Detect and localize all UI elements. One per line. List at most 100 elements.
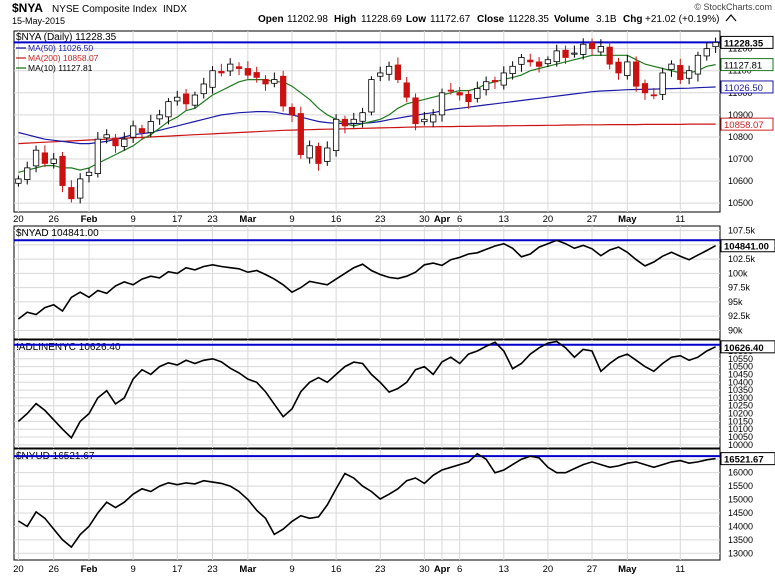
candle-body — [324, 147, 331, 162]
y-tick-label: 10450 — [728, 369, 753, 379]
x-tick-label: 27 — [587, 564, 598, 575]
high-label: High — [334, 14, 356, 25]
chevron-up-icon[interactable] — [725, 14, 737, 22]
candle-body — [280, 75, 287, 107]
candle-body — [385, 65, 393, 75]
x-tick-label: 20 — [13, 564, 24, 575]
x-tick-label: 13 — [498, 214, 509, 225]
header-name: NYSE Composite Index — [52, 4, 157, 15]
candle-body — [77, 178, 84, 199]
candle-body — [253, 72, 260, 78]
candle-body — [703, 48, 710, 57]
y-tick-label: 102.5k — [728, 254, 756, 264]
value-badge — [720, 340, 775, 354]
y-tick-label: 97.5k — [728, 283, 751, 293]
x-tick-label: Mar — [239, 564, 256, 575]
y-tick-label: 100k — [728, 268, 748, 278]
candle-body — [403, 82, 410, 98]
candle-body — [24, 167, 31, 180]
candle-body — [377, 72, 384, 77]
x-tick-label: 20 — [543, 214, 554, 225]
x-tick-label: 9 — [289, 564, 294, 575]
x-tick-label: 6 — [457, 564, 462, 575]
y-tick-label: 15000 — [728, 495, 753, 505]
y-tick-label: 15500 — [728, 481, 753, 491]
candle-body — [341, 118, 349, 127]
candle-body — [465, 93, 472, 103]
x-tick-label: 9 — [289, 214, 294, 225]
candle-body — [200, 83, 207, 95]
candle-body — [518, 57, 525, 65]
candle-body — [483, 81, 490, 91]
panel-0: 1050010600107001080010900110001110011200… — [13, 30, 774, 213]
candle-body — [262, 78, 269, 85]
y-tick-label: 10550 — [728, 354, 753, 364]
candle-body — [430, 114, 437, 123]
candle-body — [553, 50, 560, 63]
candle-body — [15, 178, 22, 184]
candle-body — [138, 128, 146, 133]
x-tick-label: 23 — [375, 214, 386, 225]
candle-body — [103, 134, 110, 139]
ma10-line — [18, 54, 716, 173]
value-badge-label: 10626.40 — [724, 343, 764, 354]
y-tick-label: 90k — [728, 325, 743, 335]
legend-entry: MA(10) 11127.81 — [28, 63, 93, 73]
candle-body — [650, 94, 657, 97]
value-badge — [720, 452, 775, 466]
candle-body — [438, 92, 446, 116]
series-line — [17, 452, 716, 549]
candle-body — [41, 152, 49, 164]
candle-body — [121, 138, 128, 147]
candle-body — [50, 158, 57, 164]
panel-title: !ADLINENYC 10626.40 — [16, 342, 121, 353]
open-label: Open — [258, 14, 284, 25]
candle-body — [271, 79, 278, 84]
x-tick-label: 9 — [130, 564, 135, 575]
panel-1: 90k92.5k95k97.5k100k102.5k105k107.5k$NYA… — [13, 225, 775, 340]
x-tick-label: 11 — [675, 214, 685, 225]
candle-body — [694, 54, 702, 75]
y-tick-label: 10050 — [728, 432, 753, 442]
candle-body — [527, 59, 534, 63]
y-tick-label: 10400 — [728, 377, 753, 387]
value-badge-label: 11127.81 — [724, 61, 762, 72]
value-badge — [720, 239, 775, 253]
candle-body — [218, 70, 225, 74]
value-badge-label: 11228.35 — [724, 38, 764, 49]
x-tick-label: 9 — [130, 214, 135, 225]
high-value: 11228.69 — [361, 14, 402, 25]
y-tick-label: 10600 — [728, 176, 753, 186]
candle-body — [227, 63, 234, 72]
y-tick-label: 10200 — [728, 409, 753, 419]
x-tick-label: 16 — [331, 564, 342, 575]
candle-body — [59, 155, 66, 186]
header-exchange: INDX — [163, 4, 187, 15]
y-tick-label: 10800 — [728, 132, 753, 142]
close-label: Close — [477, 14, 505, 25]
candle-body — [624, 61, 631, 76]
low-value: 11172.67 — [430, 14, 471, 25]
y-tick-label: 10300 — [728, 393, 753, 403]
candle-body — [544, 59, 552, 65]
candle-body — [156, 114, 163, 120]
x-tick-label: 26 — [48, 214, 59, 225]
x-tick-label: 27 — [587, 214, 598, 225]
candle-body — [368, 79, 375, 113]
candle-body — [509, 65, 516, 75]
candle-body — [668, 63, 675, 71]
close-value: 11228.35 — [508, 14, 549, 25]
candle-body — [174, 96, 181, 102]
candle-body — [209, 70, 216, 88]
x-tick-label: 23 — [375, 564, 386, 575]
candle-body — [677, 65, 684, 80]
y-tick-label: 10100 — [728, 424, 753, 434]
panel-title: $NYAD 104841.00 — [16, 228, 99, 239]
value-badge — [720, 117, 774, 131]
y-tick-label: 10700 — [728, 154, 753, 164]
y-tick-label: 13000 — [728, 548, 753, 558]
legend-entry: MA(200) 10858.07 — [28, 53, 99, 63]
ma200-line — [18, 123, 716, 145]
x-tick-label: Apr — [434, 564, 451, 575]
volume-value: 3.1B — [596, 14, 617, 25]
